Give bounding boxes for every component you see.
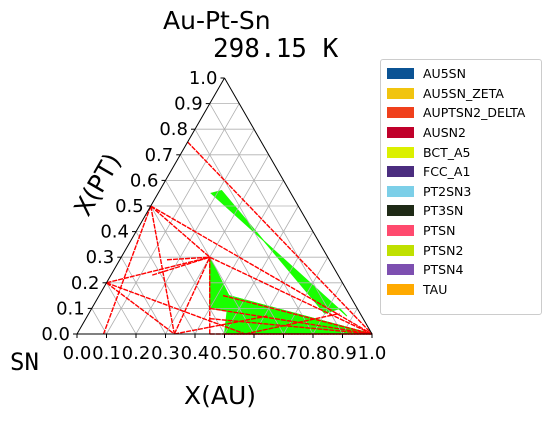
x-tick-label: 0.7 — [269, 343, 298, 364]
tie-line — [222, 294, 373, 335]
legend-swatch — [387, 68, 414, 80]
legend-swatch — [387, 264, 414, 276]
legend-item: AUPTSN2_DELTA — [387, 103, 535, 123]
y-tick-label: 0.1 — [56, 298, 85, 319]
x-tick-label: 0.9 — [328, 343, 357, 364]
grid-line-sn — [179, 154, 284, 335]
tie-line — [106, 282, 175, 335]
legend-label: AU5SN_ZETA — [423, 85, 504, 101]
legend-label: PT2SN3 — [423, 183, 472, 199]
tick-labels: 0.0 0.1 0.2 0.3 0.4 0.5 0.6 0.7 0.8 0.9 1.00.00.10… — [41, 68, 386, 364]
y-tick-label: 0.6 — [130, 170, 159, 191]
legend: AU5SN AU5SN_ZETA AUPTSN2_DELTA AUSN2 BCT_A5 F… — [380, 59, 542, 315]
x-tick-label: 0.4 — [181, 343, 210, 364]
legend-item: AUSN2 — [387, 123, 535, 143]
legend-item: PT2SN3 — [387, 182, 535, 202]
y-tick-label: 0.0 — [41, 324, 70, 345]
tie-line — [187, 141, 373, 335]
triangle-axes — [73, 77, 373, 338]
tie-line — [102, 205, 152, 335]
legend-item: BCT_A5 — [387, 142, 535, 162]
tie-line — [150, 205, 176, 335]
x-tick-label: 0.3 — [151, 343, 180, 364]
x-tick-label: 0.8 — [299, 343, 328, 364]
legend-swatch — [387, 127, 414, 139]
y-tick-label: 0.2 — [71, 273, 100, 294]
legend-label: PTSN2 — [423, 242, 464, 258]
grid-line-sn — [91, 308, 107, 335]
x-tick-label: 0.6 — [240, 343, 269, 364]
x-tick-label: 0.5 — [210, 343, 239, 364]
x-tick-label: 0.0 — [63, 343, 92, 364]
legend-item: PTSN4 — [387, 260, 535, 280]
grid-line-sn — [106, 282, 137, 335]
x-axis-label: X(AU) — [184, 381, 257, 410]
legend-item: TAU — [387, 280, 535, 300]
tie-line — [209, 307, 373, 335]
legend-swatch — [387, 244, 414, 256]
legend-swatch — [387, 205, 414, 217]
corner-label: SN — [10, 348, 39, 376]
tie-line — [173, 256, 211, 335]
grid-line-sn — [150, 205, 225, 335]
legend-swatch — [387, 87, 414, 99]
y-tick-label: 1.0 — [189, 68, 218, 89]
legend-swatch — [387, 185, 414, 197]
y-tick-label: 0.7 — [145, 145, 174, 166]
tie-line — [150, 205, 211, 258]
axis-right — [224, 77, 373, 335]
legend-item: AU5SN_ZETA — [387, 84, 535, 104]
x-tick-label: 1.0 — [358, 343, 387, 364]
legend-label: AUSN2 — [423, 125, 466, 141]
tie-line — [152, 256, 210, 276]
legend-swatch — [387, 107, 414, 119]
tie-line — [150, 205, 373, 335]
legend-label: PTSN — [423, 223, 456, 239]
legend-label: AU5SN — [423, 66, 466, 82]
tie-line — [106, 256, 210, 284]
legend-swatch — [387, 283, 414, 295]
y-tick-label: 0.8 — [159, 119, 188, 140]
legend-label: FCC_A1 — [423, 164, 471, 180]
legend-label: BCT_A5 — [423, 144, 471, 160]
legend-label: AUPTSN2_DELTA — [423, 105, 526, 121]
y-tick-label: 0.5 — [115, 196, 144, 217]
y-tick-label: 0.3 — [86, 247, 115, 268]
legend-item: AU5SN — [387, 64, 535, 84]
y-tick-label: 0.4 — [100, 222, 129, 243]
legend-item: PTSN2 — [387, 240, 535, 260]
phase-region — [210, 190, 348, 317]
y-tick-label: 0.9 — [174, 94, 203, 115]
legend-swatch — [387, 166, 414, 178]
tie-line — [174, 315, 268, 335]
tie-line — [209, 317, 373, 335]
legend-swatch — [387, 225, 414, 237]
legend-item: PTSN — [387, 221, 535, 241]
legend-swatch — [387, 146, 414, 158]
legend-item: FCC_A1 — [387, 162, 535, 182]
x-tick-label: 0.1 — [92, 343, 121, 364]
legend-label: TAU — [423, 281, 448, 297]
legend-item: PT3SN — [387, 201, 535, 221]
x-tick-label: 0.2 — [122, 343, 151, 364]
chart-title: Au-Pt-Sn — [163, 6, 271, 35]
tie-line — [166, 256, 210, 261]
chart-subtitle: 298.15 K — [213, 34, 339, 64]
grid-line-sn — [209, 103, 343, 335]
legend-label: PTSN4 — [423, 262, 464, 278]
legend-label: PT3SN — [423, 203, 464, 219]
tie-line — [245, 312, 340, 335]
